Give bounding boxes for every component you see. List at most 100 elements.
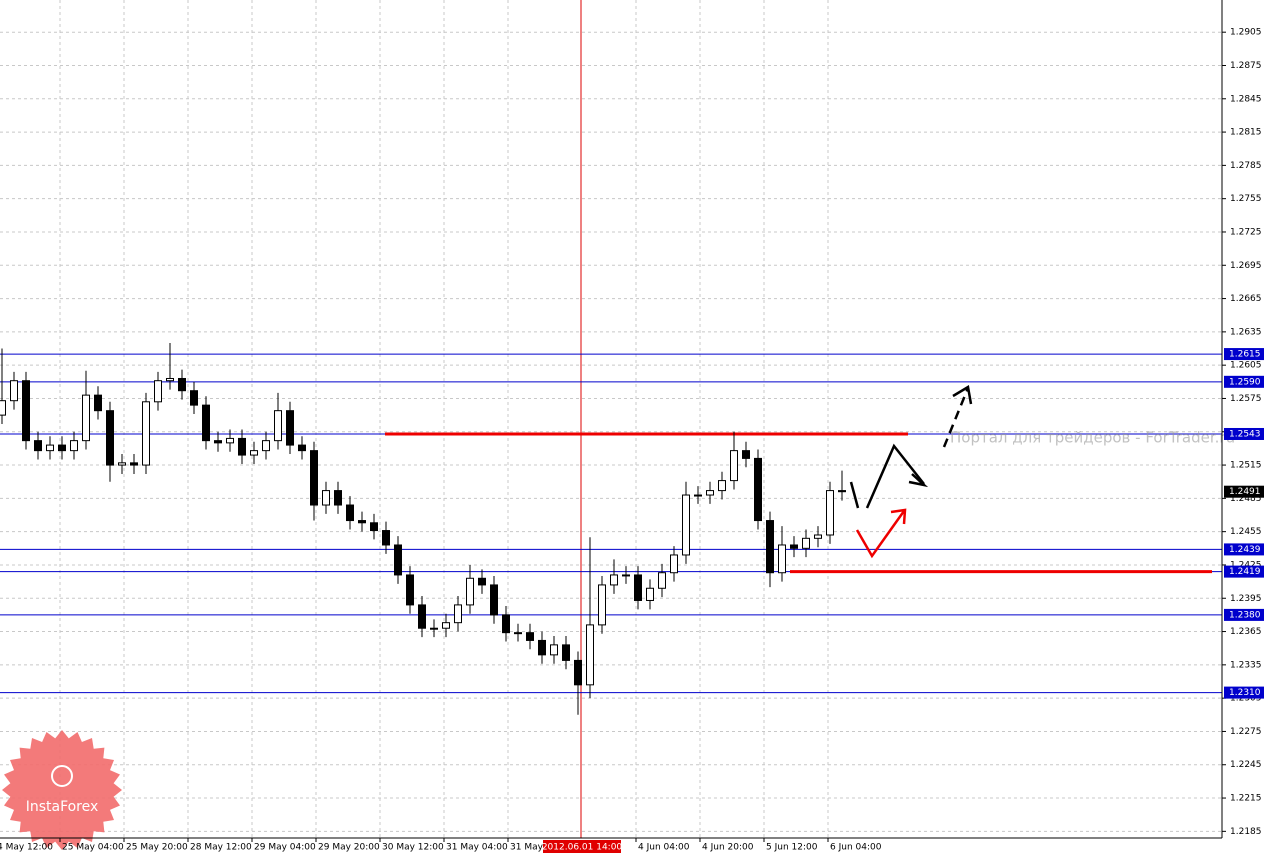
x-tick-label: 6 Jun 04:00 xyxy=(830,843,882,853)
candle-body xyxy=(790,544,798,549)
x-tick-label: 4 Jun 04:00 xyxy=(638,843,690,853)
candle-body xyxy=(58,444,66,452)
x-tick-label: 4 Jun 20:00 xyxy=(702,843,754,853)
candle-body xyxy=(34,440,42,452)
candle-body xyxy=(118,462,126,466)
candle-body xyxy=(202,404,210,442)
level-label: 1.2543 xyxy=(1229,429,1261,439)
candle-body xyxy=(394,544,402,576)
level-label: 1.2380 xyxy=(1229,610,1261,620)
x-tick-label: 4 May 12:00 xyxy=(0,843,53,853)
cursor-label: 2012.06.01 14:00 xyxy=(542,843,623,853)
candle-body xyxy=(658,572,666,589)
candle-body xyxy=(778,544,786,574)
level-label-box xyxy=(1224,375,1264,388)
y-tick-label: 1.2485 xyxy=(1230,494,1262,504)
x-tick-label: 31 May xyxy=(510,843,544,853)
y-tick-label: 1.2725 xyxy=(1230,227,1262,237)
y-tick-label: 1.2455 xyxy=(1230,527,1262,537)
candle-body xyxy=(538,639,546,656)
candle-body xyxy=(0,400,6,416)
candle-body xyxy=(466,577,474,606)
x-tick-label: 30 May 12:00 xyxy=(382,843,444,853)
candle-body xyxy=(82,394,90,442)
candle-body xyxy=(382,530,390,546)
price-label-box xyxy=(1224,485,1264,498)
candle-body xyxy=(550,644,558,656)
candle-body xyxy=(298,444,306,452)
candle-body xyxy=(646,587,654,601)
candle-body xyxy=(634,574,642,601)
watermark: Портал для трейдеров - ForTrader.ru xyxy=(950,429,1235,447)
level-label-box xyxy=(1224,565,1264,578)
candle-body xyxy=(766,520,774,574)
candle-body xyxy=(730,450,738,482)
arrow xyxy=(865,443,925,509)
y-tick-label: 1.2365 xyxy=(1230,627,1262,637)
y-tick-label: 1.2815 xyxy=(1230,128,1262,138)
candle-body xyxy=(754,457,762,522)
x-tick-label: 25 May 04:00 xyxy=(62,843,124,853)
y-tick-label: 1.2305 xyxy=(1230,694,1262,704)
candle-body xyxy=(370,522,378,532)
candle-body xyxy=(238,437,246,456)
y-tick-label: 1.2185 xyxy=(1230,827,1262,837)
candle-body xyxy=(46,444,54,452)
y-tick-label: 1.2215 xyxy=(1230,794,1262,804)
candle-body xyxy=(562,644,570,661)
candle-body xyxy=(310,450,318,506)
candle-body xyxy=(190,390,198,406)
y-tick-label: 1.2605 xyxy=(1230,361,1262,371)
arrow-head xyxy=(952,384,973,405)
grid xyxy=(0,0,1222,838)
candle-body xyxy=(274,410,282,442)
candle-body xyxy=(178,377,186,392)
candle-body xyxy=(802,537,810,549)
level-label-box xyxy=(1224,543,1264,556)
arrow-head xyxy=(908,473,929,488)
y-tick-label: 1.2275 xyxy=(1230,727,1262,737)
x-tick-label: 29 May 04:00 xyxy=(254,843,316,853)
candle-body xyxy=(94,394,102,412)
arrow xyxy=(942,387,970,448)
x-tick-label: 29 May 20:00 xyxy=(318,843,380,853)
candle-body xyxy=(490,584,498,616)
candle-body xyxy=(70,440,78,452)
logo-badge xyxy=(2,730,122,850)
arrow xyxy=(855,510,906,559)
candle-body xyxy=(682,494,690,556)
x-tick-label: 25 May 20:00 xyxy=(126,843,188,853)
candle-body xyxy=(502,614,510,634)
candle-body xyxy=(214,440,222,444)
y-tick-label: 1.2755 xyxy=(1230,194,1262,204)
arrow-head xyxy=(890,508,907,525)
candle-body xyxy=(514,632,522,635)
candle-body xyxy=(478,577,486,586)
y-tick-label: 1.2425 xyxy=(1230,560,1262,570)
arrow xyxy=(849,481,860,509)
y-tick-label: 1.2575 xyxy=(1230,394,1262,404)
candle-body xyxy=(430,627,438,630)
candle-body xyxy=(610,574,618,586)
y-tick-label: 1.2515 xyxy=(1230,461,1262,471)
candle-body xyxy=(442,622,450,629)
logo: InstaForex xyxy=(2,730,122,850)
y-tick-label: 1.2875 xyxy=(1230,61,1262,71)
y-tick-label: 1.2905 xyxy=(1230,28,1262,38)
x-tick-label: 31 May 04:00 xyxy=(446,843,508,853)
candle-body xyxy=(334,490,342,506)
candle-body xyxy=(22,380,30,442)
level-label: 1.2590 xyxy=(1229,377,1261,387)
level-label-box xyxy=(1224,427,1264,440)
candles xyxy=(0,342,846,715)
level-label: 1.2439 xyxy=(1229,545,1261,555)
price-label: 1.2491 xyxy=(1229,487,1261,497)
candle-body xyxy=(694,494,702,497)
forecast-arrows xyxy=(849,384,973,559)
level-label: 1.2310 xyxy=(1229,688,1261,698)
y-tick-label: 1.2335 xyxy=(1230,660,1262,670)
level-label-box xyxy=(1224,608,1264,621)
